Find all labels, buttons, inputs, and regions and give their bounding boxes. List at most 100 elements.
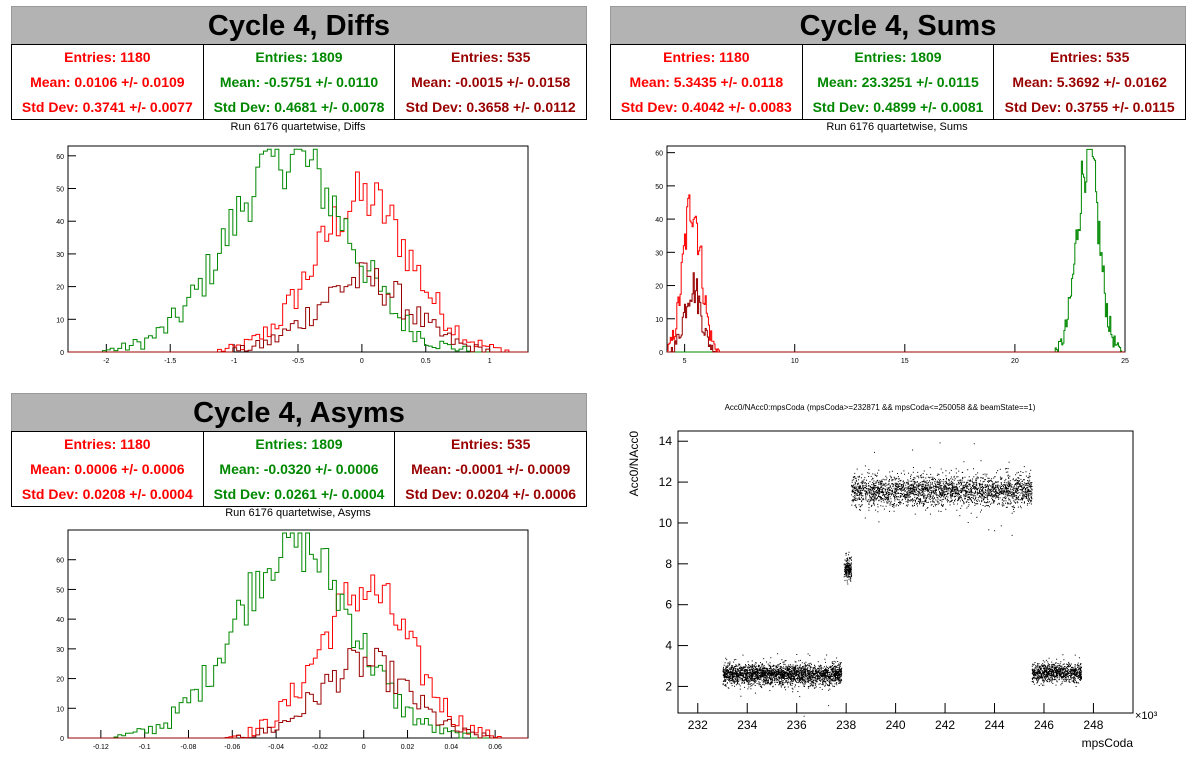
scatter-cluster — [722, 653, 843, 717]
y-tick-label: 12 — [659, 475, 673, 489]
stat-std: Std Dev: 0.0204 +/- 0.0006 — [405, 485, 577, 502]
stat-std: Std Dev: 0.3741 +/- 0.0077 — [21, 98, 193, 115]
y-tick-label: 10 — [56, 317, 64, 324]
asyms-stats-green: Entries: 1809 Mean: -0.0320 +/- 0.0006 S… — [204, 432, 396, 506]
x-tick-label: 248 — [1083, 718, 1103, 732]
histogram-series — [667, 194, 1125, 353]
y-tick-label: 30 — [56, 252, 64, 259]
y-tick-label: 50 — [56, 187, 64, 194]
stat-mean: Mean: -0.0015 +/- 0.0158 — [411, 73, 571, 90]
y-axis-label: Acc0/NAcc0 — [627, 431, 641, 497]
x-tick-label: 0.02 — [401, 744, 415, 751]
scatter-cluster — [851, 442, 1033, 536]
x-tick-label: 234 — [737, 718, 757, 732]
x-tick-label: 238 — [836, 718, 856, 732]
stat-std: Std Dev: 0.4042 +/- 0.0083 — [620, 98, 792, 115]
stat-entries: Entries: 1809 — [255, 49, 343, 66]
stat-entries: Entries: 1180 — [663, 49, 750, 66]
stat-mean: Mean: 5.3692 +/- 0.0162 — [1012, 73, 1167, 90]
x-tick-label: 1 — [488, 358, 492, 365]
y-tick-label: 50 — [655, 184, 663, 191]
stat-entries: Entries: 1809 — [255, 436, 343, 453]
x-tick-label: 236 — [787, 718, 807, 732]
histogram-series — [667, 272, 1125, 353]
stat-std: Std Dev: 0.4899 +/- 0.0081 — [812, 98, 984, 115]
y-tick-label: 10 — [659, 516, 673, 530]
x-tick-label: 0 — [362, 744, 366, 751]
diffs-title: Cycle 4, Diffs — [11, 6, 587, 46]
diffs-stats-box: Entries: 1180 Mean: 0.0106 +/- 0.0109 St… — [11, 44, 587, 120]
sums-stats-red: Entries: 1180 Mean: 5.3435 +/- 0.0118 St… — [611, 45, 803, 119]
sums-stats-box: Entries: 1180 Mean: 5.3435 +/- 0.0118 St… — [610, 44, 1186, 120]
stat-std: Std Dev: 0.0261 +/- 0.0004 — [213, 485, 385, 502]
x-tick-label: 240 — [886, 718, 906, 732]
diffs-stats-red: Entries: 1180 Mean: 0.0106 +/- 0.0109 St… — [12, 45, 204, 119]
x-tick-label: 0.04 — [445, 744, 459, 751]
y-tick-label: 14 — [659, 434, 673, 448]
x-tick-label: 0.06 — [488, 744, 502, 751]
plot-frame — [666, 145, 1126, 353]
stat-entries: Entries: 535 — [450, 49, 531, 66]
scatter-cluster — [1031, 654, 1083, 687]
x-tick-label: 232 — [688, 718, 708, 732]
stat-mean: Mean: -0.0001 +/- 0.0009 — [411, 460, 571, 477]
stat-mean: Mean: -0.5751 +/- 0.0110 — [219, 73, 379, 90]
x-tick-label: -1.5 — [164, 358, 176, 365]
asyms-stats-darkred: Entries: 535 Mean: -0.0001 +/- 0.0009 St… — [395, 432, 586, 506]
x-axis-label: mpsCoda — [1082, 736, 1134, 750]
stat-mean: Mean: -0.0320 +/- 0.0006 — [219, 460, 379, 477]
x-tick-label: 5 — [683, 358, 687, 365]
stat-std: Std Dev: 0.4681 +/- 0.0078 — [213, 98, 385, 115]
asyms-title: Cycle 4, Asyms — [11, 393, 587, 433]
mpscoda-scatter-plot: Acc0/NAcc0:mpsCoda (mpsCoda>=232871 && m… — [627, 403, 1158, 750]
x-tick-label: -2 — [103, 358, 109, 365]
x-exponent: ×10³ — [1135, 710, 1158, 722]
stat-mean: Mean: 23.3251 +/- 0.0115 — [817, 73, 979, 90]
x-tick-label: 242 — [935, 718, 955, 732]
sums-title: Cycle 4, Sums — [610, 6, 1186, 46]
plot-frame — [67, 529, 529, 739]
asyms-subtitle: Run 6176 quartetwise, Asyms — [225, 507, 371, 519]
stat-mean: Mean: 5.3435 +/- 0.0118 — [629, 73, 784, 90]
y-tick-label: 10 — [655, 317, 663, 324]
stat-std: Std Dev: 0.3658 +/- 0.0112 — [405, 98, 576, 115]
y-tick-label: 20 — [56, 677, 64, 684]
y-tick-label: 2 — [665, 679, 672, 693]
x-tick-label: 15 — [901, 358, 909, 365]
y-tick-label: 4 — [665, 639, 672, 653]
histogram-series — [68, 647, 528, 739]
x-tick-label: -0.08 — [180, 744, 196, 751]
asyms-stats-red: Entries: 1180 Mean: 0.0006 +/- 0.0006 St… — [12, 432, 204, 506]
x-tick-label: 0 — [360, 358, 364, 365]
sums-stats-darkred: Entries: 535 Mean: 5.3692 +/- 0.0162 Std… — [994, 45, 1185, 119]
x-tick-label: 244 — [985, 718, 1005, 732]
y-tick-label: 30 — [56, 647, 64, 654]
y-tick-label: 6 — [665, 598, 672, 612]
stat-entries: Entries: 535 — [1049, 49, 1130, 66]
histogram-series — [68, 262, 528, 353]
y-tick-label: 0 — [60, 350, 64, 357]
x-tick-label: 20 — [1011, 358, 1019, 365]
y-tick-label: 60 — [56, 154, 64, 161]
sums-stats-green: Entries: 1809 Mean: 23.3251 +/- 0.0115 S… — [803, 45, 995, 119]
x-tick-label: -0.06 — [224, 744, 240, 751]
y-tick-label: 50 — [56, 587, 64, 594]
y-tick-label: 40 — [655, 217, 663, 224]
y-tick-label: 20 — [56, 285, 64, 292]
plot-frame — [677, 430, 1134, 714]
x-tick-label: -1 — [231, 358, 237, 365]
x-tick-label: 25 — [1121, 358, 1129, 365]
asyms-stats-box: Entries: 1180 Mean: 0.0006 +/- 0.0006 St… — [11, 431, 587, 507]
x-tick-label: 0.5 — [421, 358, 431, 365]
stat-entries: Entries: 1180 — [64, 436, 151, 453]
scatter-title: Acc0/NAcc0:mpsCoda (mpsCoda>=232871 && m… — [725, 403, 1036, 412]
diffs-histogram: 0 10 20 30 40 50 60 -2 -1.5 -1 -0.5 0 0.5 1 — [56, 145, 529, 365]
y-tick-label: 60 — [56, 558, 64, 565]
y-tick-label: 20 — [655, 284, 663, 291]
diffs-stats-darkred: Entries: 535 Mean: -0.0015 +/- 0.0158 St… — [395, 45, 586, 119]
x-tick-label: -0.04 — [268, 744, 284, 751]
y-tick-label: 10 — [56, 706, 64, 713]
histogram-series — [68, 532, 528, 739]
stat-std: Std Dev: 0.0208 +/- 0.0004 — [21, 485, 193, 502]
stat-entries: Entries: 1809 — [854, 49, 942, 66]
